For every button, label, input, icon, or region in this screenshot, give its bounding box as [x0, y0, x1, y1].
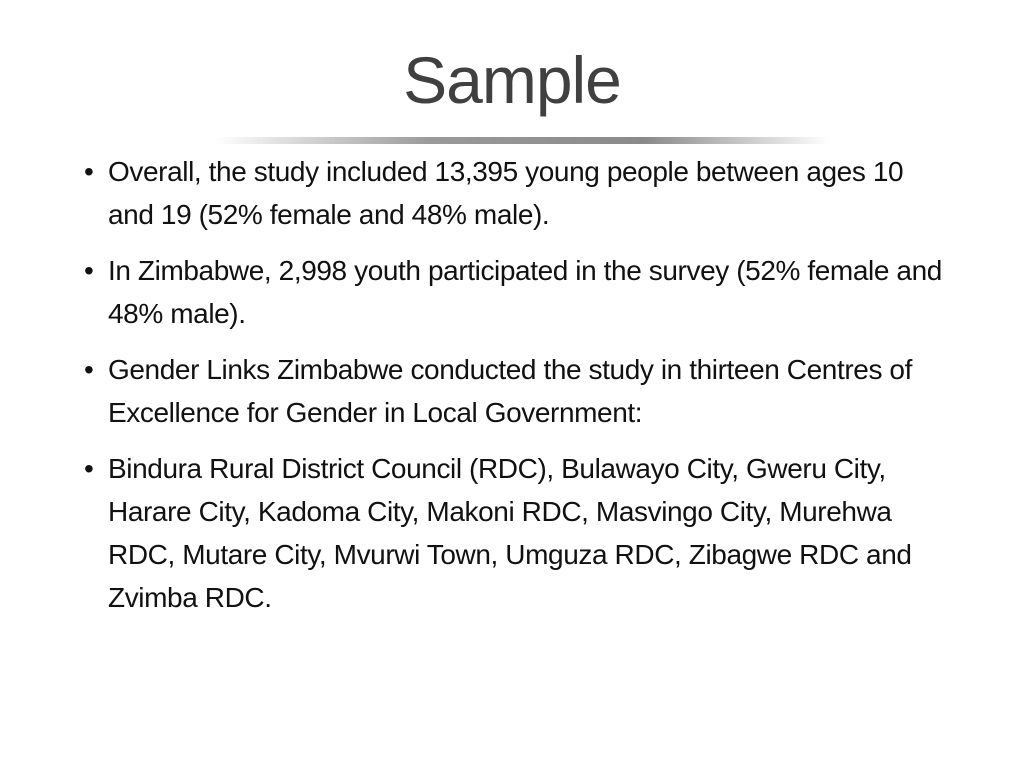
bullet-text: Bindura Rural District Council (RDC), Bu… [108, 453, 912, 613]
bullet-item: • Gender Links Zimbabwe conducted the stu… [82, 348, 942, 434]
bullet-item: • In Zimbabwe, 2,998 youth participated i… [82, 249, 942, 335]
bullet-marker: • [84, 354, 94, 385]
bullet-list: • Overall, the study included 13,395 youn… [82, 150, 942, 632]
bullet-item: • Bindura Rural District Council (RDC), B… [82, 447, 942, 619]
bullet-text: Gender Links Zimbabwe conducted the stud… [108, 354, 912, 428]
bullet-item: • Overall, the study included 13,395 youn… [82, 150, 942, 236]
bullet-marker: • [84, 156, 94, 187]
bullet-text: In Zimbabwe, 2,998 youth participated in… [108, 255, 942, 329]
bullet-marker: • [84, 453, 94, 484]
bullet-text: Overall, the study included 13,395 young… [108, 156, 904, 230]
title-divider [215, 137, 830, 144]
slide-title: Sample [403, 43, 622, 117]
bullet-marker: • [84, 255, 94, 286]
